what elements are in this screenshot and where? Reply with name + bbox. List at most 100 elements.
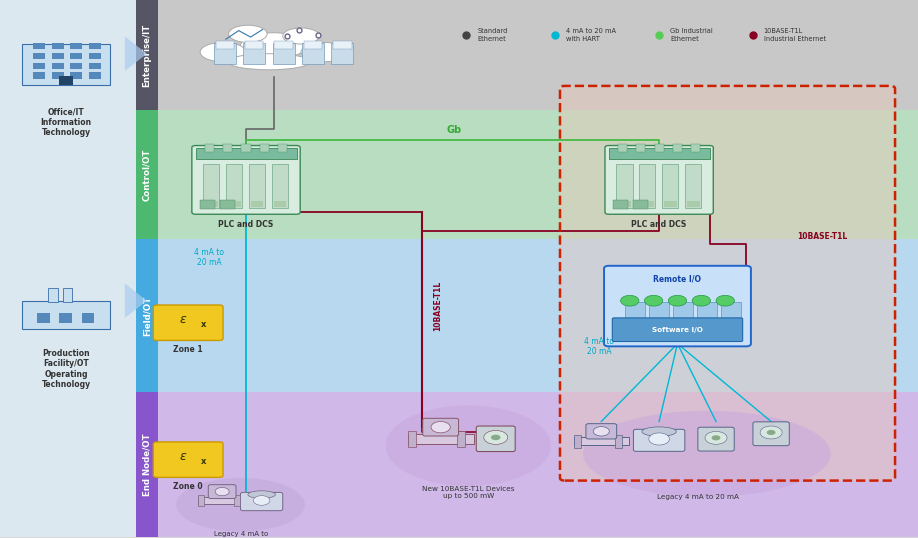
Circle shape [767, 430, 776, 435]
FancyBboxPatch shape [618, 144, 627, 152]
FancyBboxPatch shape [136, 0, 918, 110]
FancyBboxPatch shape [205, 201, 218, 207]
Text: x: x [201, 320, 207, 329]
FancyBboxPatch shape [22, 44, 110, 85]
FancyBboxPatch shape [625, 302, 645, 322]
Circle shape [760, 426, 782, 439]
FancyBboxPatch shape [33, 62, 45, 69]
FancyBboxPatch shape [33, 73, 45, 79]
Text: Legacy 4 mA to: Legacy 4 mA to [214, 530, 269, 536]
Text: 10BASE-T1L
Industrial Ethernet: 10BASE-T1L Industrial Ethernet [764, 28, 826, 41]
FancyBboxPatch shape [196, 147, 297, 159]
FancyBboxPatch shape [228, 201, 241, 207]
FancyBboxPatch shape [51, 53, 64, 59]
FancyBboxPatch shape [613, 200, 628, 209]
Ellipse shape [228, 54, 310, 70]
FancyBboxPatch shape [136, 110, 158, 239]
Text: Control/OT: Control/OT [142, 148, 151, 201]
FancyBboxPatch shape [88, 43, 101, 49]
FancyBboxPatch shape [208, 485, 236, 499]
FancyBboxPatch shape [51, 62, 64, 69]
FancyBboxPatch shape [476, 426, 515, 451]
FancyBboxPatch shape [62, 288, 73, 302]
Circle shape [668, 295, 687, 306]
FancyBboxPatch shape [70, 43, 83, 49]
Text: 4 mA to
20 mA: 4 mA to 20 mA [195, 248, 224, 267]
FancyBboxPatch shape [153, 442, 223, 477]
FancyBboxPatch shape [586, 423, 617, 439]
Circle shape [593, 427, 610, 436]
FancyBboxPatch shape [60, 313, 72, 323]
FancyBboxPatch shape [136, 110, 918, 239]
FancyBboxPatch shape [70, 53, 83, 59]
Text: x: x [201, 457, 207, 466]
Ellipse shape [176, 478, 305, 532]
FancyBboxPatch shape [192, 145, 300, 214]
Text: Enterprise/IT: Enterprise/IT [142, 24, 151, 87]
FancyBboxPatch shape [685, 164, 701, 208]
FancyBboxPatch shape [302, 43, 324, 65]
FancyBboxPatch shape [260, 144, 269, 152]
Circle shape [649, 433, 669, 445]
Circle shape [716, 295, 734, 306]
Text: Standard
Ethernet: Standard Ethernet [477, 28, 508, 41]
FancyBboxPatch shape [274, 41, 293, 49]
Text: Software I/O: Software I/O [652, 327, 703, 332]
Ellipse shape [386, 406, 551, 486]
FancyBboxPatch shape [721, 302, 741, 322]
FancyBboxPatch shape [272, 164, 288, 208]
FancyBboxPatch shape [205, 144, 214, 152]
Text: Gb: Gb [447, 125, 462, 136]
FancyBboxPatch shape [641, 201, 654, 207]
FancyBboxPatch shape [136, 0, 158, 110]
FancyBboxPatch shape [241, 492, 283, 511]
FancyBboxPatch shape [408, 434, 474, 444]
FancyBboxPatch shape [22, 301, 110, 329]
Ellipse shape [283, 28, 319, 44]
Ellipse shape [229, 25, 267, 43]
FancyBboxPatch shape [633, 200, 648, 209]
FancyBboxPatch shape [753, 422, 789, 445]
FancyBboxPatch shape [51, 43, 64, 49]
FancyBboxPatch shape [51, 73, 64, 79]
FancyBboxPatch shape [408, 431, 416, 447]
FancyBboxPatch shape [639, 164, 655, 208]
Ellipse shape [200, 43, 246, 62]
FancyBboxPatch shape [82, 313, 94, 323]
Ellipse shape [301, 43, 347, 62]
FancyBboxPatch shape [203, 164, 219, 208]
FancyBboxPatch shape [698, 427, 734, 451]
Circle shape [253, 495, 270, 505]
FancyBboxPatch shape [687, 201, 700, 207]
FancyBboxPatch shape [33, 43, 45, 49]
Circle shape [431, 421, 450, 433]
FancyBboxPatch shape [223, 144, 232, 152]
FancyBboxPatch shape [609, 147, 710, 159]
FancyBboxPatch shape [88, 53, 101, 59]
FancyBboxPatch shape [216, 41, 234, 49]
Text: Production
Facility/OT
Operating
Technology: Production Facility/OT Operating Technol… [41, 349, 91, 389]
Ellipse shape [583, 411, 831, 497]
Text: Zone 0: Zone 0 [174, 482, 203, 491]
Text: Legacy 4 mA to 20 mA: Legacy 4 mA to 20 mA [656, 494, 739, 500]
FancyBboxPatch shape [220, 200, 235, 209]
FancyBboxPatch shape [136, 239, 158, 392]
Text: PLC and DCS: PLC and DCS [632, 220, 687, 229]
Circle shape [621, 295, 639, 306]
FancyBboxPatch shape [574, 435, 580, 448]
Circle shape [692, 295, 711, 306]
Circle shape [711, 435, 721, 441]
FancyBboxPatch shape [673, 302, 693, 322]
Text: 10BASE-T1L: 10BASE-T1L [797, 232, 847, 241]
FancyBboxPatch shape [618, 201, 631, 207]
FancyBboxPatch shape [49, 288, 58, 302]
FancyBboxPatch shape [70, 73, 83, 79]
Text: $\varepsilon$: $\varepsilon$ [178, 450, 187, 463]
FancyBboxPatch shape [88, 62, 101, 69]
Polygon shape [125, 37, 147, 71]
Ellipse shape [248, 491, 275, 498]
FancyBboxPatch shape [243, 43, 265, 65]
FancyBboxPatch shape [691, 144, 700, 152]
FancyBboxPatch shape [70, 62, 83, 69]
FancyBboxPatch shape [60, 76, 73, 85]
